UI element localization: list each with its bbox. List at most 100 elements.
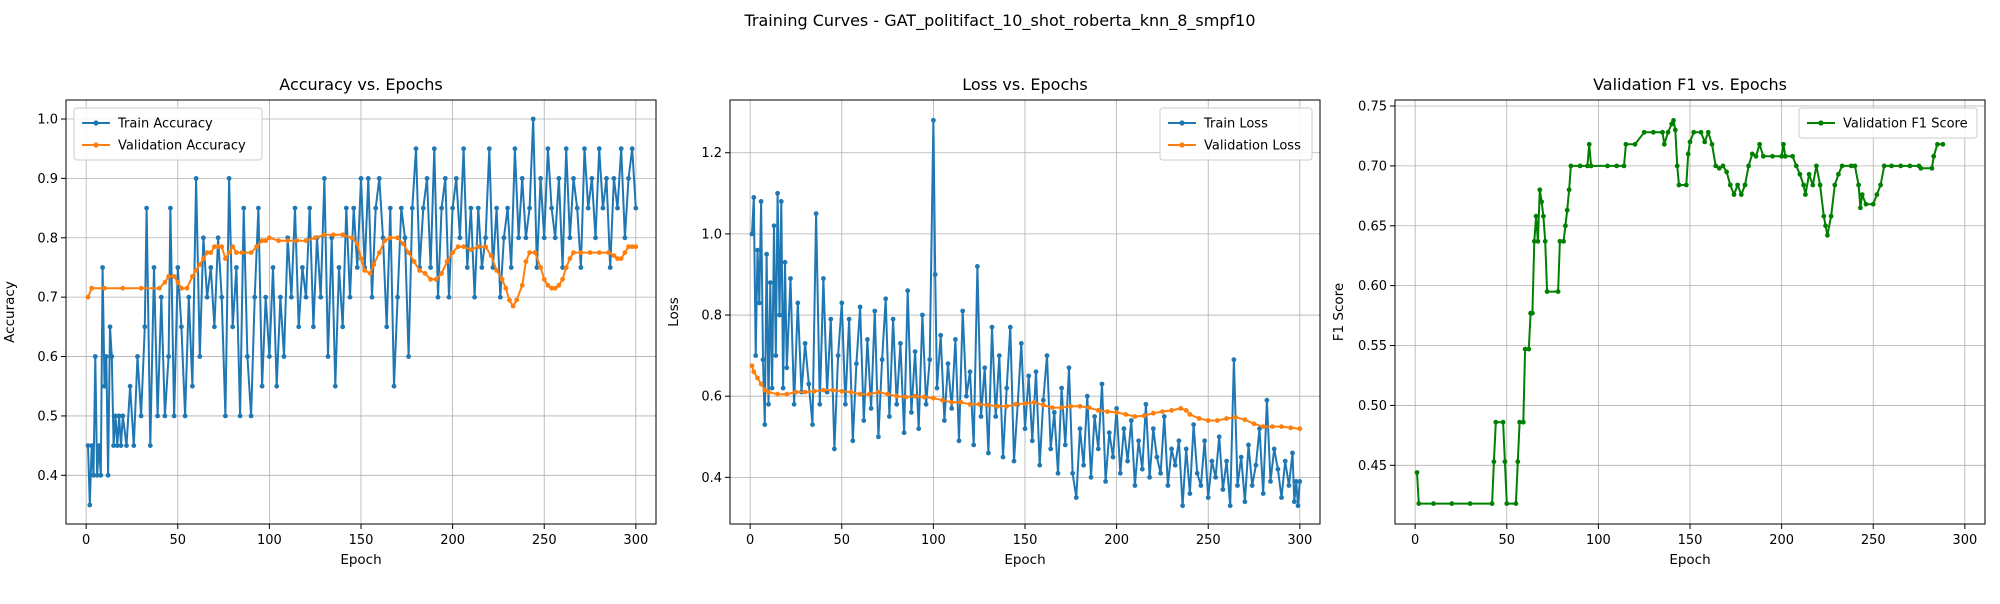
data-point [406, 354, 411, 359]
data-point [1297, 479, 1303, 484]
data-point [505, 205, 510, 211]
data-point [1848, 163, 1854, 169]
data-point [1271, 446, 1277, 452]
data-point [866, 391, 872, 397]
data-point [956, 438, 962, 444]
data-point [318, 294, 324, 300]
data-point [201, 256, 206, 261]
data-point [1742, 182, 1748, 188]
data-point [376, 250, 382, 256]
data-point [351, 205, 357, 211]
data-point [223, 256, 228, 261]
data-point [1260, 424, 1266, 429]
data-point [1077, 403, 1083, 409]
data-point [138, 413, 144, 419]
legend-box [73, 107, 263, 161]
data-point [182, 413, 188, 419]
data-point [294, 238, 300, 244]
data-point [1022, 426, 1028, 432]
data-point [114, 443, 120, 448]
data-point [1683, 182, 1689, 188]
data-point [769, 385, 775, 391]
data-point [1235, 483, 1240, 488]
data-point [431, 146, 437, 152]
data-point [1660, 129, 1665, 135]
data-point [901, 430, 907, 436]
data-point [1242, 499, 1248, 505]
data-point [1187, 491, 1193, 496]
data-point [190, 274, 195, 279]
data-point [775, 190, 780, 196]
data-point [1651, 129, 1656, 135]
data-point [234, 265, 239, 270]
data-point [215, 244, 221, 250]
data-point [1161, 414, 1167, 419]
data-point [611, 176, 617, 181]
data-point [1705, 129, 1711, 135]
data-point [764, 251, 769, 257]
chart-panel-1: 0 50 100 150 200 250 300 0.4 0.5 0.6 0.7 0.8 0.9 1.0 A… [2, 75, 657, 568]
data-point [256, 205, 261, 211]
data-point [362, 268, 368, 273]
data-point [1238, 454, 1244, 460]
data-point [986, 402, 991, 408]
data-point [468, 247, 474, 253]
data-point [1781, 141, 1786, 147]
data-point [1275, 466, 1281, 472]
data-point [1823, 223, 1828, 229]
data-point [1011, 458, 1017, 464]
y-tick-label: 0.4 [37, 469, 58, 484]
data-point [1698, 129, 1704, 135]
chart-panel-2: 0 50 100 150 200 250 300 0.4 0.6 0.8 1.0 1.2 Loss vs… [666, 75, 1321, 568]
data-point [1563, 223, 1568, 229]
data-point [1295, 503, 1301, 509]
data-point [949, 399, 955, 405]
data-point [1165, 483, 1171, 488]
data-point [400, 241, 406, 247]
data-point [1103, 479, 1108, 484]
data-point [155, 413, 161, 419]
data-point [883, 296, 889, 302]
legend-label: Train Accuracy [117, 117, 213, 132]
data-point [349, 235, 355, 241]
data-point [1605, 163, 1610, 169]
data-point [201, 235, 206, 241]
data-point [545, 146, 551, 152]
data-point [1431, 501, 1436, 506]
data-point [755, 375, 760, 381]
data-point [1150, 426, 1156, 432]
data-point [241, 205, 247, 211]
data-point [1793, 163, 1799, 169]
data-point [1125, 458, 1130, 464]
data-point [1832, 182, 1838, 188]
data-point [1196, 416, 1202, 421]
data-point [135, 354, 140, 359]
data-point [450, 250, 455, 256]
data-point [331, 232, 336, 238]
data-point [1782, 153, 1788, 159]
data-point [938, 332, 944, 338]
data-point [843, 401, 848, 407]
data-point [806, 381, 812, 387]
data-point [413, 146, 419, 152]
data-point [1874, 192, 1880, 198]
data-point [1224, 458, 1229, 464]
data-point [949, 406, 955, 411]
data-point [1852, 163, 1858, 169]
data-point [894, 393, 900, 399]
data-point [538, 265, 543, 270]
data-point [1286, 483, 1292, 488]
data-point [909, 410, 914, 415]
data-point [158, 294, 164, 300]
data-point [1059, 385, 1064, 391]
y-tick-label: 0.70 [1358, 159, 1387, 174]
legend-marker [1179, 120, 1185, 126]
chart-title: Accuracy vs. Epochs [279, 75, 442, 94]
data-point [144, 205, 150, 211]
data-point [1059, 405, 1064, 410]
data-point [945, 361, 951, 367]
data-point [775, 391, 780, 397]
data-point [541, 276, 547, 282]
data-point [1535, 238, 1541, 244]
